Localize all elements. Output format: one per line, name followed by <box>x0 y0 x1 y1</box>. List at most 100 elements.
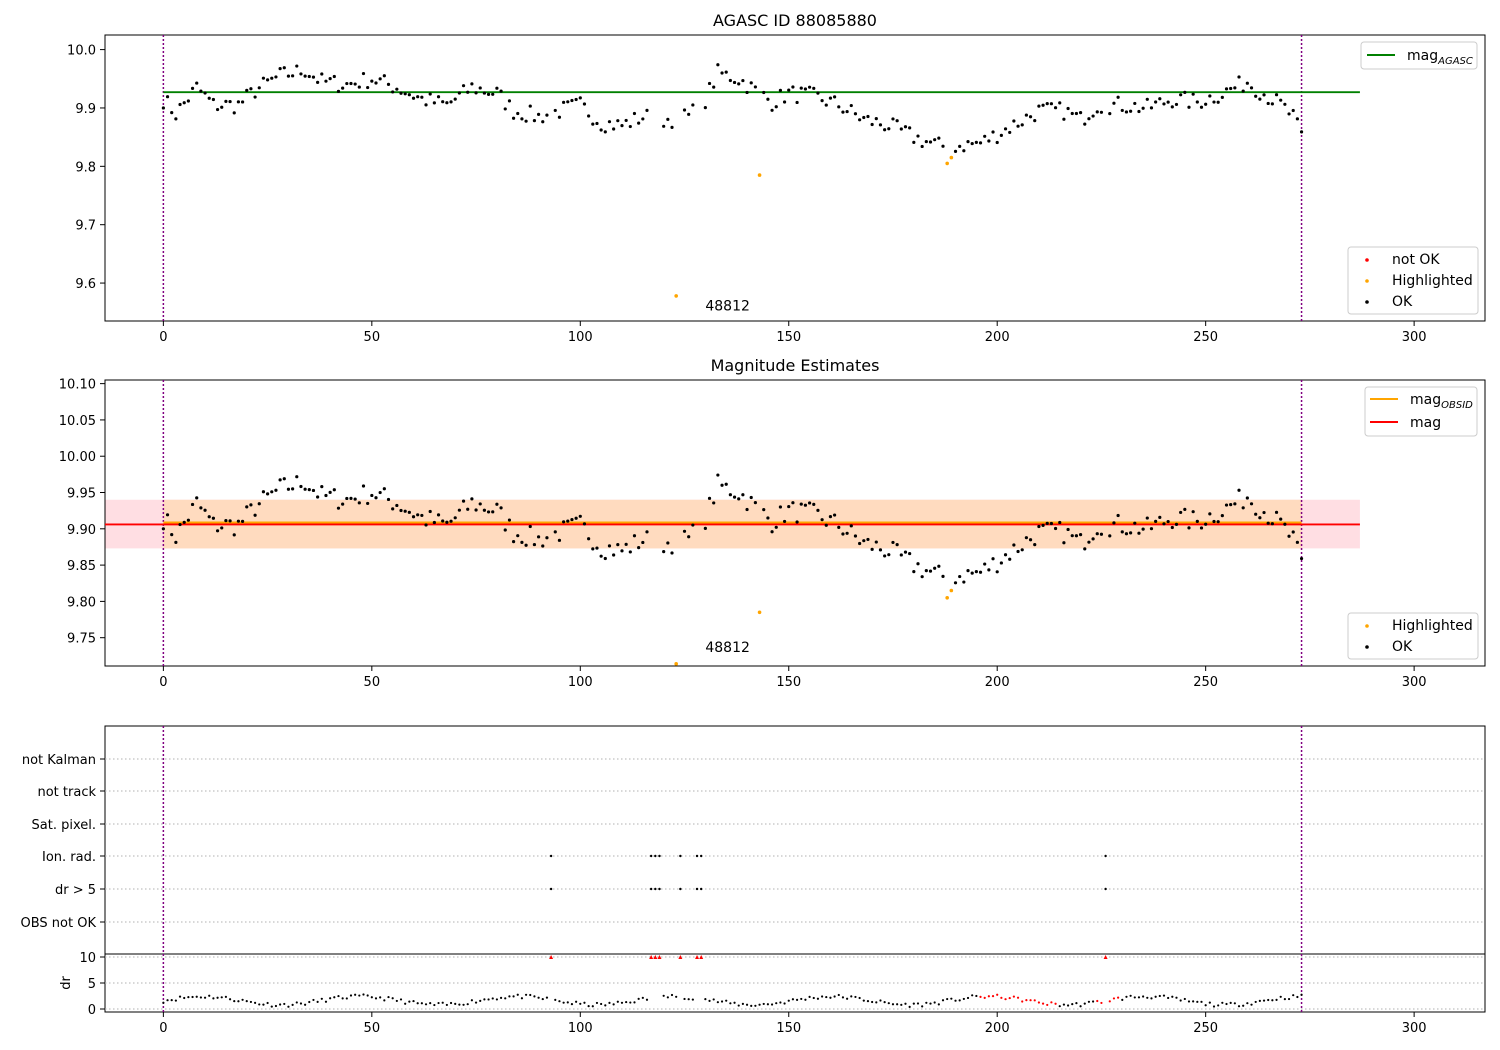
dr-point <box>825 995 828 999</box>
dr-point <box>1121 998 1124 1001</box>
ok-point <box>328 490 332 494</box>
ok-point <box>770 108 774 112</box>
dr-point <box>916 1002 920 1005</box>
dr-point <box>1237 1005 1241 1008</box>
ok-point <box>307 74 311 79</box>
ok-point <box>762 508 766 512</box>
ok-point <box>870 122 874 127</box>
ok-point <box>753 85 757 89</box>
dr-point <box>1283 998 1286 1001</box>
dr-point <box>887 1002 890 1005</box>
ok-point <box>303 74 307 78</box>
ok-point <box>1149 527 1154 531</box>
ok-point <box>1083 122 1087 126</box>
dr-point <box>720 1000 724 1003</box>
ok-point <box>570 98 574 103</box>
ok-point <box>245 505 249 509</box>
ok-point <box>282 66 286 70</box>
ok-point <box>528 104 532 108</box>
ok-point <box>253 95 257 99</box>
dr-point <box>166 999 169 1002</box>
dr-point <box>208 994 211 997</box>
dr-point <box>454 1002 457 1006</box>
x-tick-label: 0 <box>159 1021 167 1036</box>
dr-point <box>483 998 486 1001</box>
ok-point <box>574 516 578 520</box>
ok-point <box>812 502 816 506</box>
dr-point <box>741 1002 744 1005</box>
ok-point <box>899 127 903 131</box>
dr-point <box>308 1000 311 1004</box>
ok-point <box>595 546 599 550</box>
ok-point <box>366 501 370 506</box>
ok-point <box>978 570 983 574</box>
ok-point <box>1045 102 1049 106</box>
ok-point <box>724 482 728 486</box>
ok-point <box>165 513 170 517</box>
ok-point <box>1016 124 1020 128</box>
ok-point <box>520 117 524 121</box>
ok-point <box>474 91 478 95</box>
ok-point <box>532 542 537 547</box>
ok-point <box>1262 510 1266 515</box>
dr-point <box>337 994 340 998</box>
dr-point <box>712 998 715 1001</box>
ok-point <box>937 136 941 140</box>
ok-point <box>245 88 249 92</box>
ok-point <box>732 495 737 499</box>
ok-point <box>974 140 978 144</box>
dr-point <box>170 999 173 1002</box>
ok-point <box>1008 130 1012 135</box>
ok-point <box>1274 93 1279 97</box>
dr-point <box>554 998 557 1002</box>
dr-point <box>374 997 378 1000</box>
dr-point <box>487 998 490 1001</box>
dr-capped-point <box>549 955 554 959</box>
dr-point <box>320 997 323 1000</box>
x-tick-label: 200 <box>985 1021 1010 1036</box>
ok-point <box>778 505 783 509</box>
ok-point <box>933 138 937 142</box>
flag-point <box>1104 854 1107 858</box>
flag-row-label: OBS not OK <box>21 916 97 931</box>
ok-point <box>1049 102 1054 106</box>
ok-point <box>641 117 645 121</box>
ok-point <box>553 108 557 113</box>
ok-point <box>1003 127 1008 131</box>
ok-point <box>987 568 991 572</box>
ok-point <box>895 543 899 547</box>
dr-point <box>1192 1000 1195 1003</box>
dr-point <box>912 1002 915 1005</box>
ok-point <box>291 74 295 78</box>
dr-point <box>883 1000 886 1004</box>
ok-point <box>1112 521 1116 525</box>
ok-point <box>749 81 753 85</box>
ok-point <box>220 105 224 109</box>
x-tick-label: 100 <box>568 1021 593 1036</box>
dr-point <box>408 1000 411 1003</box>
ok-point <box>286 487 291 491</box>
ok-point <box>407 93 411 97</box>
ok-point <box>1053 526 1058 531</box>
ok-point <box>1295 117 1299 121</box>
ok-point <box>687 112 691 116</box>
panel-3-x-axis: 0 50 100 150 200 250 300 <box>159 1012 1427 1036</box>
ok-point <box>562 520 566 524</box>
ok-point <box>628 550 632 554</box>
dr-point <box>1016 996 1020 999</box>
dr-point <box>604 1004 607 1007</box>
flag-point <box>695 887 699 891</box>
flag-point <box>654 854 657 858</box>
ok-point <box>883 128 887 132</box>
legend-swatch-ok <box>1365 300 1369 304</box>
ok-point <box>1024 536 1028 540</box>
dr-point <box>975 994 978 998</box>
ok-point <box>1283 102 1287 106</box>
dr-point <box>725 999 728 1002</box>
dr-point <box>1233 1002 1236 1005</box>
ok-point <box>236 519 241 523</box>
dr-point <box>595 1001 599 1005</box>
dr-point <box>829 996 832 999</box>
dr-point <box>253 1001 257 1004</box>
dr-point <box>437 1001 440 1005</box>
